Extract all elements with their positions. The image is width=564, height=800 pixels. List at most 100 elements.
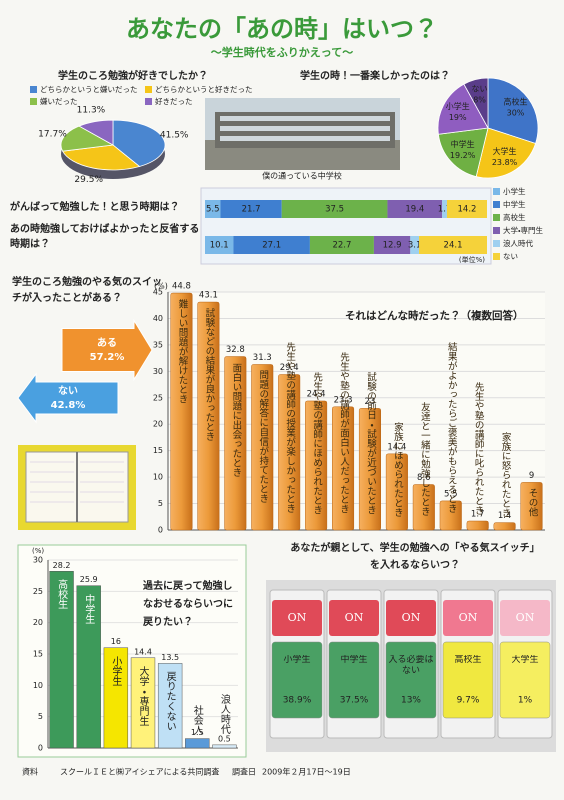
x-tick-label-box: 友達と一緒に勉強したとき: [418, 402, 430, 516]
switch-value-box: [385, 641, 437, 719]
value-label: 14.2: [458, 205, 477, 215]
value-label: 9: [529, 471, 534, 481]
arrow: [61, 318, 153, 382]
date-label: 調査日: [232, 767, 256, 777]
value-label: 8.6: [417, 473, 431, 483]
x-tick-label-box: 先生や塾の講師が面白い人だったとき: [338, 352, 349, 514]
value-label: 23.3: [334, 395, 353, 405]
bar: [157, 663, 183, 749]
source: スクールＩＥと㈱アイシェアによる共同調査: [60, 767, 219, 777]
switch-category: 入る必要はない: [388, 655, 434, 676]
bar: [439, 500, 462, 531]
y-axis-label: (%): [154, 282, 168, 291]
switch-category-box: 大学生: [511, 655, 538, 665]
x-tick-label-box: 先生や塾の講師にほめられたとき: [311, 372, 322, 515]
x-tick-label: 浪人時代: [218, 694, 230, 734]
legend-label: 好きだった: [155, 96, 193, 106]
switch-value-box: [328, 641, 380, 719]
value-label: 5.5: [206, 205, 220, 215]
y-axis-label: (%): [32, 547, 44, 555]
y-tick-label: 15: [33, 650, 43, 659]
value-label: 1.5: [191, 728, 204, 737]
value-label: 14.4: [134, 647, 152, 656]
value-label: 37.5%: [340, 696, 369, 706]
arrow-label: ない: [58, 385, 78, 397]
value-label: 19.2%: [450, 151, 476, 160]
bar-segment: [205, 236, 234, 254]
switch-button: [500, 600, 550, 636]
y-tick-label: 40: [153, 314, 163, 323]
value-label: 28.2: [53, 561, 71, 570]
x-tick-label-box: 難しい問題が解けたとき: [176, 299, 187, 404]
y-tick-label: 30: [33, 556, 43, 565]
legend-label: 中学生: [503, 199, 526, 209]
y-tick-label: 20: [153, 420, 163, 429]
value-label: 30%: [507, 109, 525, 118]
legend-label: 浪人時代: [503, 238, 533, 248]
bar: [358, 408, 381, 531]
x-tick-label: 家族に怒られたとき: [499, 432, 511, 518]
bar-segment: [419, 236, 487, 254]
switch-category-box: 入る必要はない: [388, 655, 434, 676]
x-tick-label: 結果がよかったらご褒美がもらえるとき: [445, 342, 457, 513]
x-tick-label-box: 試験などの結果が良かったとき: [203, 308, 214, 441]
legend-swatch: [493, 227, 500, 234]
x-tick-label-box: 試験の前日・試験が近づいたとき: [364, 372, 376, 515]
value-label: 11.3%: [77, 105, 106, 115]
value-label: 9.7%: [457, 696, 480, 706]
x-tick-label: 友達と一緒に勉強したとき: [418, 402, 430, 516]
pie-slice: [60, 125, 115, 152]
value-label: 10.1: [210, 241, 229, 251]
chart-title: それはどんな時だった？（複数回答）: [345, 309, 524, 322]
value-label: 1.4: [498, 511, 512, 521]
value-label: 57.2%: [90, 352, 125, 363]
legend-label: 大学・専門生: [503, 225, 544, 235]
chart-title: 学生のころ勉強のやる気のスイッチが入ったことがある？: [12, 277, 162, 304]
pie-slice: [78, 119, 114, 146]
arrow: [17, 372, 119, 424]
pie-slice: [437, 83, 489, 135]
bar: [49, 571, 74, 749]
bar: [412, 484, 435, 531]
y-tick-label: 5: [38, 712, 43, 721]
y-tick-label: 45: [153, 288, 163, 297]
bar: [170, 292, 193, 531]
value-label: 44.8: [172, 282, 191, 292]
x-tick-label: 試験の前日・試験が近づいたとき: [364, 372, 376, 515]
value-label: 21.7: [242, 205, 261, 215]
bar: [493, 522, 516, 531]
pie-slice: [463, 77, 489, 129]
x-tick-label-box: 中学生: [83, 594, 94, 624]
x-tick-label-box: 問題の解答に自信が持てたとき: [257, 370, 268, 503]
unit-label: (単位%): [459, 255, 485, 264]
bar: [385, 453, 408, 531]
value-label: 31.3: [253, 353, 272, 363]
row-label: あの時勉強しておけばよかったと反省する時期は？: [10, 224, 200, 250]
value-label: 22.7: [332, 241, 351, 251]
switch-label: ON: [288, 611, 307, 624]
legend-swatch: [30, 98, 37, 105]
value-label: 23.8%: [492, 158, 518, 167]
y-tick-label: 0: [38, 744, 43, 753]
chart-title: あなたが親として、学生の勉強への「やる気スイッチ」を入れるならいつ？: [290, 543, 540, 571]
x-tick-label-box: 戻りたくない: [164, 671, 175, 731]
legend-swatch: [145, 86, 152, 93]
x-tick-label-box: 結果がよかったらご褒美がもらえるとき: [445, 342, 457, 513]
x-tick-label-box: 面白い問題に出会ったとき: [230, 363, 241, 477]
bar: [103, 647, 129, 749]
switch-category-box: 中学生: [340, 655, 367, 665]
slice-label: 小学生: [446, 101, 470, 111]
value-label: 13%: [401, 696, 421, 706]
slice-label: 中学生: [451, 139, 475, 149]
photo-caption: 僕の通っている中学校: [262, 171, 342, 181]
bar: [76, 585, 101, 749]
switch-value-box: [271, 641, 323, 719]
y-tick-label: 30: [153, 367, 163, 376]
value-label: 43.1: [199, 291, 218, 301]
x-tick-label-box: 先生や塾の講師の授業が楽しかったとき: [284, 342, 295, 513]
legend-swatch: [145, 98, 152, 105]
bar-segment: [442, 200, 447, 218]
x-tick-label-box: 先生や塾の講師に叱られたとき: [473, 382, 484, 515]
switch-category-box: 小学生: [283, 655, 310, 665]
